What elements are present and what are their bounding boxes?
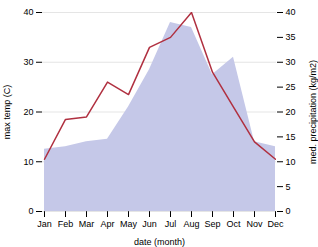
svg-text:Oct: Oct [226,219,241,229]
svg-text:date (month): date (month) [134,237,185,247]
svg-text:40: 40 [23,7,33,17]
svg-text:30: 30 [286,57,296,67]
svg-text:Jan: Jan [37,219,52,229]
svg-text:10: 10 [286,157,296,167]
svg-text:15: 15 [286,132,296,142]
svg-text:Mar: Mar [79,219,95,229]
svg-text:20: 20 [286,107,296,117]
svg-text:20: 20 [23,107,33,117]
svg-text:Jul: Jul [165,219,177,229]
svg-text:Aug: Aug [183,219,199,229]
svg-text:max temp (C): max temp (C) [2,85,12,140]
svg-text:Apr: Apr [100,219,114,229]
svg-text:med. precipitation (kg/m2): med. precipitation (kg/m2) [308,60,318,164]
svg-text:5: 5 [286,182,291,192]
svg-text:Dec: Dec [267,219,284,229]
svg-text:40: 40 [286,7,296,17]
svg-text:30: 30 [23,57,33,67]
svg-text:Nov: Nov [246,219,263,229]
svg-text:Sep: Sep [204,219,220,229]
svg-text:Jun: Jun [142,219,157,229]
svg-text:35: 35 [286,32,296,42]
svg-text:25: 25 [286,82,296,92]
svg-text:0: 0 [28,206,33,216]
svg-text:May: May [120,219,138,229]
svg-text:0: 0 [286,206,291,216]
svg-text:10: 10 [23,157,33,167]
svg-text:Feb: Feb [58,219,74,229]
